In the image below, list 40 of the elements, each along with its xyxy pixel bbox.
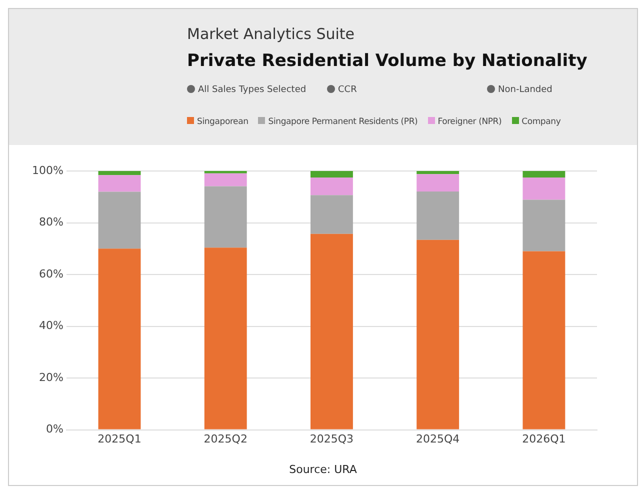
- y-tick-label: 40%: [38, 319, 64, 332]
- bar: [310, 177, 353, 196]
- y-tick-label: 0%: [46, 422, 64, 436]
- bar: [98, 171, 141, 176]
- bar: [98, 175, 141, 192]
- y-tick-label: 100%: [32, 164, 64, 177]
- bar: [522, 251, 566, 430]
- y-tick-label: 20%: [38, 370, 64, 384]
- legend-label: Singapore Permanent Residents (PR): [267, 117, 418, 127]
- legend-label: Company: [520, 117, 561, 127]
- bar: [522, 200, 566, 252]
- bar: [204, 173, 247, 186]
- x-tick-label: 2025Q2: [204, 432, 248, 446]
- bar: [310, 171, 353, 178]
- bar: [310, 195, 353, 234]
- text: Non-Landed: [498, 85, 552, 95]
- chart-subtitle: Market Analytics Suite: [187, 25, 355, 43]
- bar: [416, 174, 460, 192]
- y-tick-label: 60%: [38, 267, 64, 280]
- text: All Sales Types Selected: [198, 85, 306, 95]
- bar: [522, 177, 566, 200]
- legend-label: Singaporean: [196, 117, 248, 127]
- x-tick-label: 2025Q1: [98, 432, 142, 446]
- x-tick-label: 2026Q1: [522, 432, 566, 446]
- text: CCR: [338, 85, 357, 95]
- chart-title: Private Residential Volume by Nationality: [187, 51, 588, 71]
- legend-label: Foreigner (NPR): [436, 117, 502, 127]
- bar: [416, 240, 460, 430]
- bar: [522, 171, 566, 178]
- bar: [310, 234, 353, 430]
- bar: [416, 191, 460, 240]
- bar: [416, 171, 460, 174]
- x-tick-label: 2025Q4: [416, 432, 460, 446]
- bar: [204, 186, 247, 248]
- y-tick-label: 80%: [38, 216, 64, 229]
- source-note: Source: URA: [288, 463, 358, 476]
- bar: [204, 248, 247, 430]
- bar: [98, 248, 141, 430]
- bar: [98, 192, 141, 249]
- x-tick-label: 2025Q3: [310, 432, 354, 446]
